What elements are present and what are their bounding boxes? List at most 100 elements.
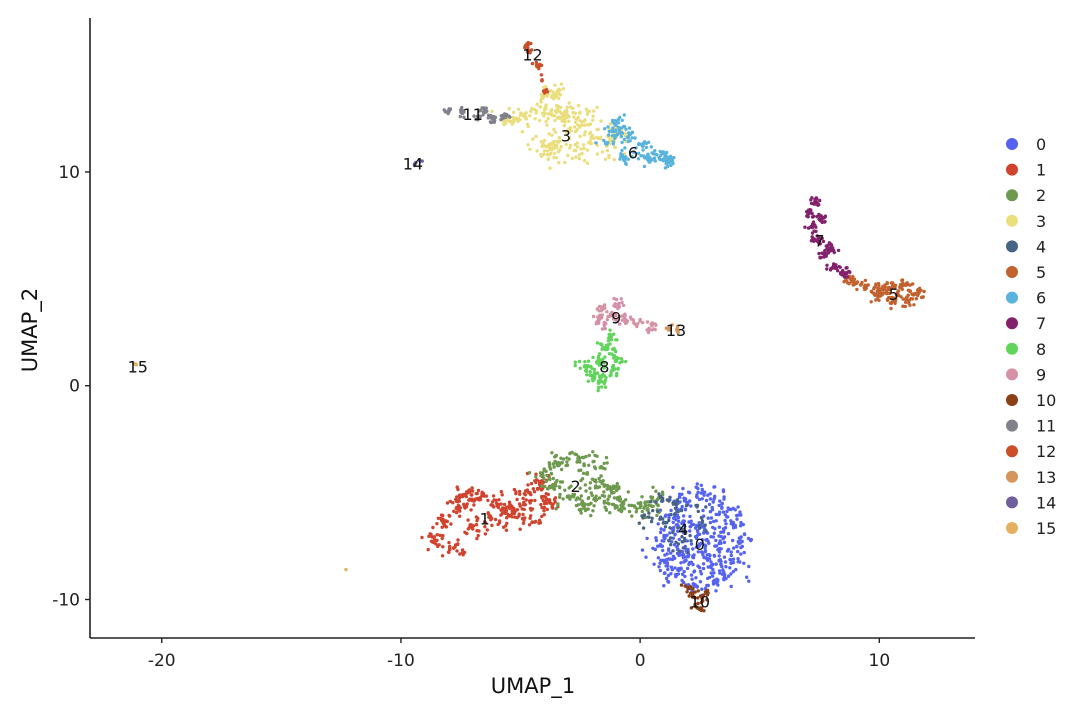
data-point: [414, 160, 418, 165]
data-point: [575, 496, 580, 500]
data-point: [557, 485, 562, 489]
data-point: [700, 519, 705, 523]
data-point: [512, 487, 517, 492]
data-point: [644, 503, 648, 508]
data-point: [545, 507, 549, 512]
data-point: [532, 107, 537, 112]
data-point: [632, 150, 636, 154]
data-point: [579, 147, 583, 151]
data-point: [622, 316, 627, 321]
data-point: [717, 503, 721, 508]
data-point: [611, 142, 616, 146]
data-point: [543, 111, 547, 115]
data-point: [496, 505, 501, 510]
data-point: [491, 494, 496, 498]
data-point: [738, 560, 742, 564]
data-point: [506, 512, 510, 517]
data-point: [583, 483, 587, 487]
data-point: [721, 488, 726, 492]
cluster-label-4: 4: [678, 520, 688, 539]
data-point: [477, 529, 481, 533]
data-point: [893, 300, 897, 304]
data-point: [688, 514, 692, 519]
data-point: [602, 374, 607, 378]
data-point: [588, 139, 592, 143]
data-point: [608, 122, 613, 126]
data-point: [592, 459, 596, 464]
data-point: [559, 82, 564, 86]
data-point: [613, 318, 617, 322]
data-point: [454, 506, 458, 511]
data-point: [719, 530, 723, 534]
data-point: [470, 486, 474, 490]
data-point: [602, 303, 607, 307]
data-point: [896, 293, 901, 297]
data-point: [689, 573, 694, 577]
data-point: [657, 565, 661, 569]
data-point: [553, 459, 557, 464]
data-point: [436, 516, 441, 520]
data-point: [891, 281, 895, 285]
data-point: [815, 234, 819, 238]
data-point: [577, 124, 581, 128]
data-point: [608, 374, 612, 378]
data-point: [669, 543, 673, 547]
data-point: [465, 491, 469, 495]
data-point: [810, 235, 814, 239]
data-point: [435, 533, 439, 537]
data-point: [582, 143, 586, 147]
data-point: [550, 133, 554, 137]
data-point: [552, 151, 557, 156]
data-point: [664, 564, 668, 568]
data-point: [719, 534, 723, 539]
data-point: [568, 146, 572, 150]
y-tick-label: 10: [58, 163, 80, 183]
data-point: [597, 476, 601, 481]
data-point: [548, 166, 552, 170]
data-point: [499, 513, 503, 517]
data-point: [613, 302, 617, 306]
data-point: [687, 562, 691, 567]
cluster-5-points: [842, 273, 926, 311]
data-point: [630, 136, 634, 140]
data-point: [738, 537, 742, 541]
data-point: [665, 158, 669, 162]
data-point: [592, 370, 597, 375]
data-point: [441, 545, 445, 549]
data-point: [825, 263, 829, 267]
data-point: [493, 517, 498, 522]
data-point: [510, 511, 514, 516]
data-point: [518, 527, 522, 531]
data-point: [696, 601, 700, 606]
data-point: [502, 121, 506, 125]
data-point: [599, 474, 603, 478]
data-point: [542, 509, 546, 513]
legend-swatch-13: [1006, 470, 1018, 483]
data-point: [718, 571, 722, 575]
data-point: [619, 134, 624, 139]
data-point: [832, 250, 836, 255]
data-point: [655, 497, 660, 502]
data-point: [714, 589, 718, 593]
data-point: [592, 367, 597, 372]
data-point: [512, 515, 517, 519]
data-point: [344, 567, 348, 572]
data-point: [558, 492, 562, 497]
data-point: [670, 568, 674, 572]
data-point: [569, 451, 573, 455]
data-point: [573, 452, 577, 456]
data-point: [460, 105, 464, 110]
data-point: [530, 48, 534, 52]
data-point: [591, 355, 595, 360]
cluster-1-points: [420, 471, 560, 558]
data-point: [615, 338, 619, 342]
data-point: [650, 328, 654, 332]
data-point: [574, 155, 578, 159]
data-point: [600, 327, 605, 331]
data-point: [668, 531, 672, 535]
data-point: [538, 118, 542, 123]
legend-swatch-7: [1006, 317, 1018, 330]
data-point: [703, 543, 707, 547]
legend-swatch-8: [1006, 342, 1018, 355]
data-point: [735, 517, 739, 521]
